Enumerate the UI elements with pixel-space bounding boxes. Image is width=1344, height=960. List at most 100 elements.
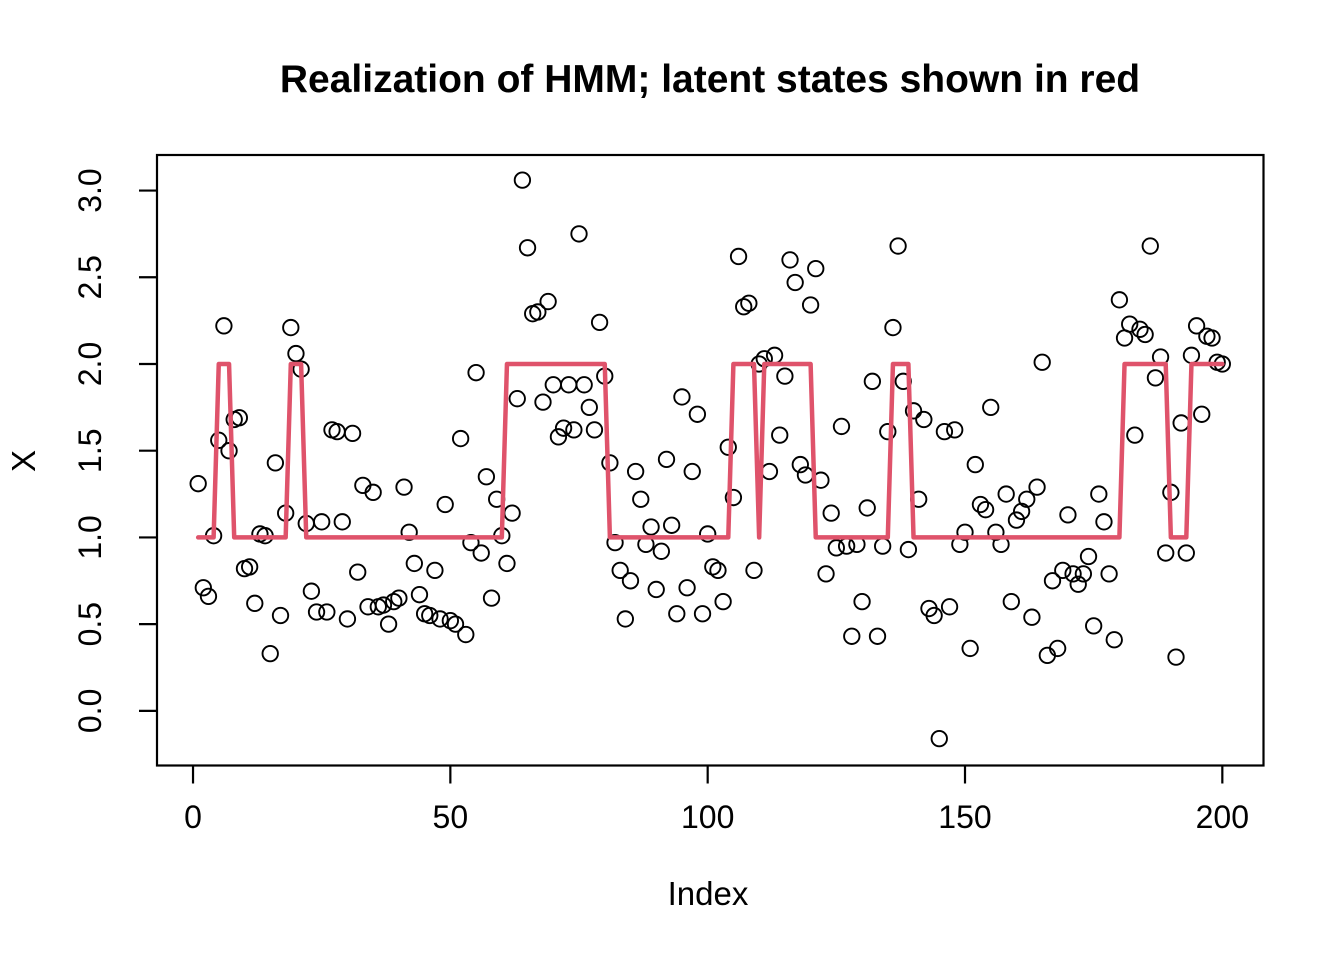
- data-point: [863, 372, 882, 390]
- data-point: [946, 421, 964, 439]
- data-point: [853, 592, 871, 611]
- data-point: [498, 554, 516, 573]
- data-point: [343, 424, 362, 443]
- chart-title: Realization of HMM; latent states shown …: [280, 58, 1140, 101]
- data-point: [1110, 291, 1129, 309]
- data-point: [426, 561, 444, 580]
- data-point: [884, 318, 902, 337]
- data-point: [915, 410, 933, 429]
- data-point: [457, 625, 475, 644]
- y-tick-label: 3.0: [72, 168, 108, 212]
- data-point: [379, 615, 398, 633]
- data-point: [560, 376, 578, 394]
- data-point: [313, 513, 331, 531]
- data-point: [868, 627, 887, 645]
- data-point: [1028, 478, 1046, 496]
- data-point: [966, 455, 984, 474]
- data-point: [688, 405, 707, 423]
- data-point: [333, 513, 351, 531]
- data-point: [518, 239, 537, 257]
- data-point: [1059, 506, 1077, 524]
- data-point: [930, 729, 948, 748]
- data-point: [1095, 513, 1113, 531]
- data-point: [719, 438, 737, 456]
- plot-frame: [155, 153, 1265, 767]
- data-point: [745, 561, 763, 580]
- data-point: [668, 605, 686, 623]
- data-point: [431, 610, 449, 628]
- data-point: [652, 542, 671, 560]
- data-point: [1203, 329, 1221, 347]
- data-point: [735, 298, 753, 316]
- x-axis-title: Index: [668, 875, 749, 912]
- data-point: [240, 558, 259, 576]
- data-point: [997, 485, 1015, 503]
- data-point: [1043, 572, 1062, 590]
- data-point: [879, 422, 897, 441]
- data-point: [266, 454, 285, 472]
- data-point: [482, 589, 501, 607]
- data-point: [1023, 608, 1041, 626]
- data-point: [765, 346, 784, 364]
- data-point: [508, 390, 526, 408]
- data-point: [626, 462, 645, 481]
- y-tick-label: 0.5: [72, 602, 108, 646]
- x-tick-label: 150: [938, 799, 991, 835]
- data-point: [801, 296, 820, 314]
- data-point: [575, 376, 593, 394]
- data-point: [663, 516, 681, 534]
- data-point: [436, 495, 454, 514]
- data-point: [606, 533, 624, 552]
- data-point: [410, 586, 429, 604]
- data-point: [874, 537, 892, 555]
- latent-state-line-group: [195, 361, 1225, 540]
- data-point: [832, 417, 851, 436]
- y-tick-label: 1.5: [72, 428, 108, 472]
- data-point: [729, 247, 748, 266]
- data-point: [1100, 565, 1118, 583]
- data-point: [611, 561, 629, 580]
- data-point: [1131, 320, 1149, 338]
- data-point: [220, 442, 238, 460]
- data-point: [307, 603, 326, 621]
- data-point: [390, 589, 408, 607]
- data-point: [441, 612, 460, 630]
- data-point: [616, 610, 634, 628]
- data-point: [302, 582, 321, 600]
- data-point: [1018, 490, 1036, 508]
- data-point: [554, 419, 573, 437]
- data-point: [843, 627, 861, 645]
- data-point: [544, 376, 562, 394]
- y-tick-label: 0.0: [72, 689, 108, 733]
- data-point: [570, 225, 588, 243]
- data-point: [904, 402, 923, 420]
- data-point: [590, 313, 609, 332]
- data-point: [374, 596, 393, 614]
- data-point: [1167, 648, 1185, 666]
- data-point: [807, 259, 825, 278]
- data-point: [940, 598, 959, 616]
- data-point: [246, 594, 264, 612]
- data-point: [781, 251, 799, 269]
- data-point: [889, 237, 907, 255]
- data-point: [704, 558, 722, 576]
- data-point: [647, 580, 665, 599]
- data-point: [786, 273, 804, 292]
- data-point: [925, 606, 943, 625]
- data-point: [230, 409, 248, 427]
- data-point: [318, 603, 336, 621]
- data-point: [693, 605, 712, 623]
- data-point: [338, 610, 357, 628]
- data-point: [549, 428, 568, 446]
- data-point: [1069, 575, 1087, 593]
- data-point: [529, 303, 547, 321]
- data-point: [1054, 561, 1072, 580]
- data-point: [740, 294, 758, 312]
- data-point: [585, 421, 604, 439]
- data-point: [472, 544, 490, 562]
- data-point: [1033, 353, 1051, 371]
- x-tick-label: 200: [1196, 799, 1249, 835]
- y-axis-title: X: [5, 450, 42, 472]
- data-point: [621, 572, 640, 590]
- data-point: [1136, 325, 1154, 344]
